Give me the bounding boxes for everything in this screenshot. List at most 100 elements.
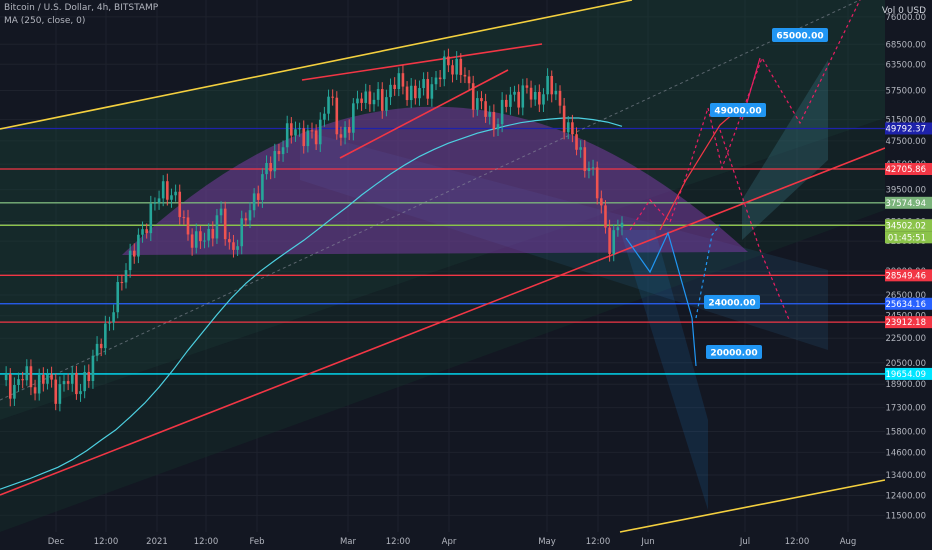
rounded-top-arc bbox=[122, 106, 748, 255]
candle-body bbox=[360, 98, 363, 103]
x-tick-label: 12:00 bbox=[586, 537, 611, 547]
x-tick-label: Dec bbox=[48, 537, 65, 547]
candle-body bbox=[99, 343, 103, 349]
candle-body bbox=[256, 193, 260, 200]
level-tag-label: 34502.02 bbox=[885, 221, 926, 231]
candle-body bbox=[566, 122, 570, 133]
candle-body bbox=[430, 84, 434, 99]
candle-body bbox=[79, 391, 82, 395]
candle-body bbox=[265, 162, 268, 175]
upper-channel-line bbox=[0, 0, 633, 130]
candle-body bbox=[62, 381, 66, 385]
candle-body bbox=[298, 128, 301, 130]
candle-body bbox=[170, 195, 173, 200]
candle-body bbox=[37, 374, 41, 394]
candle-body bbox=[533, 91, 537, 100]
top-trendline-2 bbox=[339, 69, 509, 159]
candle-body bbox=[385, 97, 388, 111]
candle-body bbox=[290, 123, 293, 136]
candle-body bbox=[575, 134, 578, 150]
candle-body bbox=[302, 128, 306, 147]
y-tick-label: 68500.00 bbox=[885, 40, 926, 50]
x-tick-label: Mar bbox=[340, 537, 357, 547]
candle-body bbox=[476, 98, 479, 110]
candle-body bbox=[66, 381, 70, 384]
candle-body bbox=[174, 191, 177, 196]
level-tag-label: 42705.86 bbox=[885, 165, 926, 175]
y-tick-label: 47500.00 bbox=[885, 137, 926, 147]
y-tick-label: 20500.00 bbox=[885, 359, 926, 369]
candle-body bbox=[418, 88, 421, 99]
candle-body bbox=[104, 323, 107, 349]
candle-body bbox=[25, 366, 29, 381]
x-tick-label: 12:00 bbox=[386, 537, 411, 547]
candle-body bbox=[8, 373, 12, 399]
level-tag bbox=[885, 316, 932, 329]
x-tick-label: 12:00 bbox=[194, 537, 219, 547]
candle-body bbox=[240, 218, 244, 247]
candle-body bbox=[46, 374, 49, 384]
ma-250-line bbox=[0, 117, 623, 490]
candle-body bbox=[95, 343, 99, 356]
candle-body bbox=[306, 130, 310, 147]
candle-body bbox=[372, 99, 376, 105]
candle-body bbox=[604, 205, 607, 228]
candle-body bbox=[42, 374, 45, 384]
candle-body bbox=[277, 151, 281, 155]
level-tag bbox=[885, 219, 932, 232]
candle-body bbox=[376, 89, 380, 100]
candle-body bbox=[294, 129, 297, 136]
candle-body bbox=[612, 230, 616, 254]
candle-body bbox=[571, 122, 574, 135]
candle-body bbox=[414, 85, 417, 99]
candle-body bbox=[542, 94, 545, 105]
candle-body bbox=[364, 91, 368, 103]
level-tag bbox=[885, 269, 932, 282]
candle-body bbox=[137, 234, 140, 257]
candle-body bbox=[145, 229, 148, 234]
candle-body bbox=[467, 76, 471, 84]
candle-body bbox=[591, 167, 595, 169]
candle-body bbox=[393, 84, 396, 90]
candle-body bbox=[380, 89, 384, 111]
candle-body bbox=[285, 123, 289, 148]
candle-body bbox=[405, 86, 409, 101]
candle-body bbox=[397, 73, 401, 90]
candle-body bbox=[579, 147, 582, 150]
price-target-box bbox=[706, 345, 762, 359]
time-axis[interactable]: Dec 12:00 2021 12:00 Feb Mar 12:00 Apr May 12:00 J… bbox=[48, 537, 857, 547]
candle-body bbox=[178, 191, 182, 218]
candle-body bbox=[509, 94, 512, 107]
candle-body bbox=[252, 193, 256, 211]
candle-body bbox=[546, 75, 549, 95]
level-tag-label: 49792.37 bbox=[885, 124, 926, 134]
candle-body bbox=[562, 105, 566, 133]
candle-body bbox=[513, 91, 516, 95]
candle-body bbox=[248, 210, 252, 221]
candle-body bbox=[194, 231, 198, 248]
candle-body bbox=[116, 282, 120, 313]
candle-body bbox=[389, 84, 392, 98]
candle-body bbox=[368, 91, 372, 105]
candle-body bbox=[327, 96, 330, 114]
currency-label: Vol 0 USD bbox=[881, 6, 926, 16]
price-target-label: 65000.00 bbox=[776, 32, 823, 42]
candle-body bbox=[128, 250, 132, 271]
candle-body bbox=[87, 371, 91, 382]
candle-body bbox=[310, 130, 314, 132]
candle-body bbox=[153, 202, 157, 204]
price-axis[interactable]: 11500.00 12400.00 13400.00 14600.00 15800.00… bbox=[885, 0, 932, 550]
candle-body bbox=[228, 239, 231, 243]
level-tag bbox=[885, 163, 932, 176]
y-tick-label: 17300.00 bbox=[885, 404, 926, 414]
price-target-label: 20000.00 bbox=[710, 349, 757, 359]
level-tag bbox=[885, 122, 932, 135]
candle-body bbox=[438, 77, 442, 80]
x-tick-label: Apr bbox=[442, 537, 457, 547]
candle-body bbox=[244, 218, 248, 221]
x-tick-label: Aug bbox=[840, 537, 857, 547]
candle-body bbox=[442, 56, 446, 80]
candle-body bbox=[620, 222, 624, 228]
price-target-box bbox=[704, 295, 760, 309]
